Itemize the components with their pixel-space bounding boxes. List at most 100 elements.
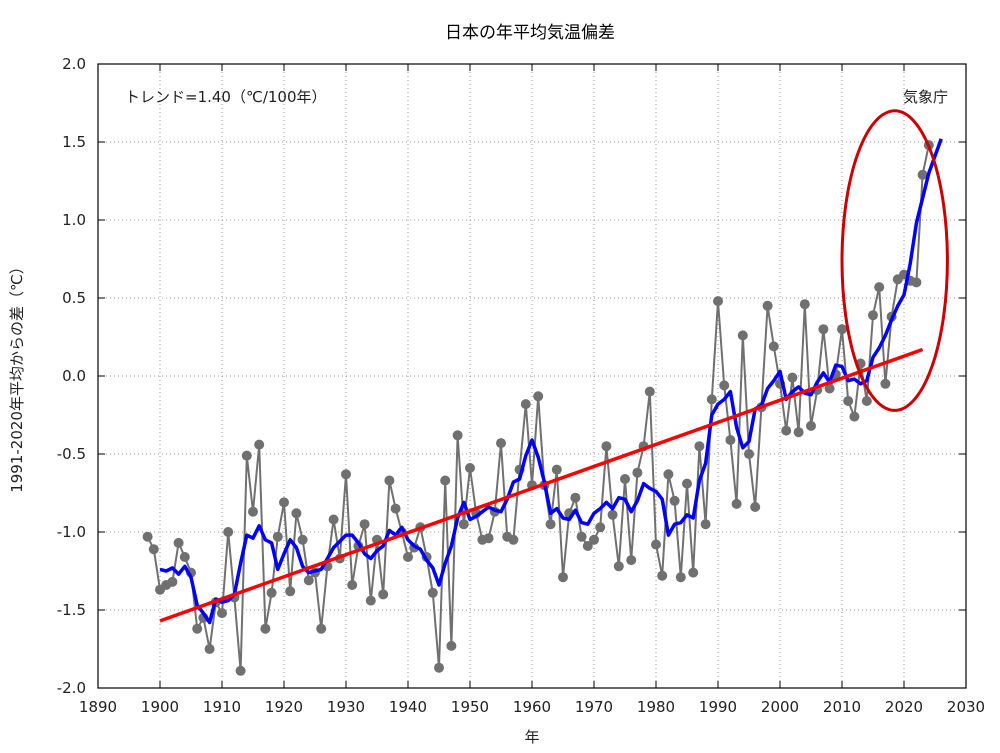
annual-point	[204, 644, 215, 654]
annual-point	[620, 474, 630, 484]
moving-average-line	[159, 138, 943, 625]
y-tick-label: -2.0	[57, 679, 86, 697]
annual-point	[917, 169, 928, 180]
annual-point	[725, 435, 736, 445]
annual-point	[291, 508, 302, 519]
annual-point	[632, 467, 643, 478]
annual-point	[880, 378, 891, 389]
annual-point	[142, 531, 153, 542]
annual-point	[496, 438, 506, 449]
plot-frame	[97, 63, 967, 689]
annual-point	[787, 372, 798, 383]
annual-point	[868, 310, 878, 321]
trend-annotation: トレンド=1.40（℃/100年）	[125, 88, 327, 106]
annual-point	[403, 552, 413, 562]
annual-point	[719, 380, 730, 391]
annual-point	[260, 623, 271, 634]
trend-series	[159, 347, 924, 623]
annual-point	[799, 299, 810, 310]
annual-point	[427, 587, 438, 598]
annual-point	[248, 506, 258, 517]
annual-point	[768, 341, 779, 352]
annual-point	[669, 495, 680, 506]
annual-point	[762, 300, 773, 311]
annual-point	[465, 463, 475, 473]
annual-point	[713, 296, 723, 307]
x-tick-label: 2000	[761, 698, 799, 716]
annual-point	[359, 519, 370, 530]
x-tick-label: 1900	[141, 698, 179, 716]
annual-point	[266, 587, 277, 598]
annual-point	[582, 541, 593, 551]
annual-point	[843, 396, 854, 406]
annual-point	[279, 497, 289, 508]
annual-point	[706, 394, 717, 405]
annual-point	[576, 531, 587, 542]
x-tick-label: 1990	[699, 698, 737, 716]
chart-title: 日本の年平均気温偏差	[445, 23, 615, 43]
x-tick-label: 1910	[203, 698, 241, 716]
annual-point	[558, 572, 568, 583]
annual-point	[657, 570, 668, 581]
annual-line	[146, 144, 930, 671]
y-tick-label: -1.5	[57, 601, 86, 619]
annual-point	[167, 576, 178, 587]
annual-point	[241, 450, 252, 461]
annual-point	[192, 623, 203, 634]
annual-point	[458, 519, 469, 530]
annual-point	[328, 514, 339, 525]
x-tick-label: 2010	[823, 698, 861, 716]
y-tick-labels: 2.0 1.5 1.0 0.5 0.0 -0.5 -1.0 -1.5 -2.0	[57, 55, 86, 697]
x-tick-label: 1950	[451, 698, 489, 716]
annual-point	[378, 589, 389, 600]
x-tick-label: 1960	[513, 698, 551, 716]
x-tick-label: 2030	[947, 698, 985, 716]
annual-point	[390, 503, 401, 514]
annual-point	[254, 439, 265, 450]
annual-point	[272, 531, 283, 542]
y-tick-label: 0.5	[62, 289, 86, 307]
annual-point	[347, 580, 358, 590]
annual-point	[737, 330, 748, 341]
annual-point	[440, 475, 451, 486]
x-tick-label: 1940	[389, 698, 427, 716]
annual-point	[607, 509, 618, 520]
annual-point	[911, 277, 922, 288]
annual-point	[223, 527, 234, 537]
moving-average-series	[159, 138, 943, 625]
annual-point	[793, 427, 804, 438]
annual-point	[824, 383, 835, 394]
annual-point	[452, 430, 463, 441]
annual-point	[570, 492, 581, 503]
x-axis-label: 年	[524, 728, 539, 746]
x-tick-label: 1920	[265, 698, 303, 716]
x-tick-label: 1970	[575, 698, 613, 716]
annual-point	[316, 623, 327, 634]
annual-point	[682, 478, 692, 489]
annual-point	[818, 324, 829, 335]
y-tick-label: 1.0	[62, 211, 86, 229]
annual-point	[384, 475, 395, 486]
y-axis-label: 1991-2020年平均からの差（℃）	[8, 259, 26, 493]
y-tick-label: 2.0	[62, 55, 86, 73]
annual-point	[731, 498, 742, 509]
annual-point	[694, 441, 705, 452]
annual-point	[148, 544, 159, 555]
annual-point	[545, 519, 556, 530]
annual-point	[626, 555, 637, 566]
grid-lines	[98, 64, 966, 688]
annual-point	[663, 469, 674, 480]
annual-point	[217, 608, 227, 619]
annual-point	[750, 502, 761, 512]
annual-point	[688, 567, 699, 578]
annual-point	[173, 537, 184, 548]
annual-point	[551, 464, 562, 475]
y-tick-label: -0.5	[57, 445, 86, 463]
annual-point	[508, 534, 519, 545]
annual-point	[446, 640, 457, 651]
annual-point	[651, 539, 661, 550]
annual-point	[675, 572, 686, 583]
annual-point	[849, 411, 860, 422]
annual-point	[235, 665, 246, 676]
